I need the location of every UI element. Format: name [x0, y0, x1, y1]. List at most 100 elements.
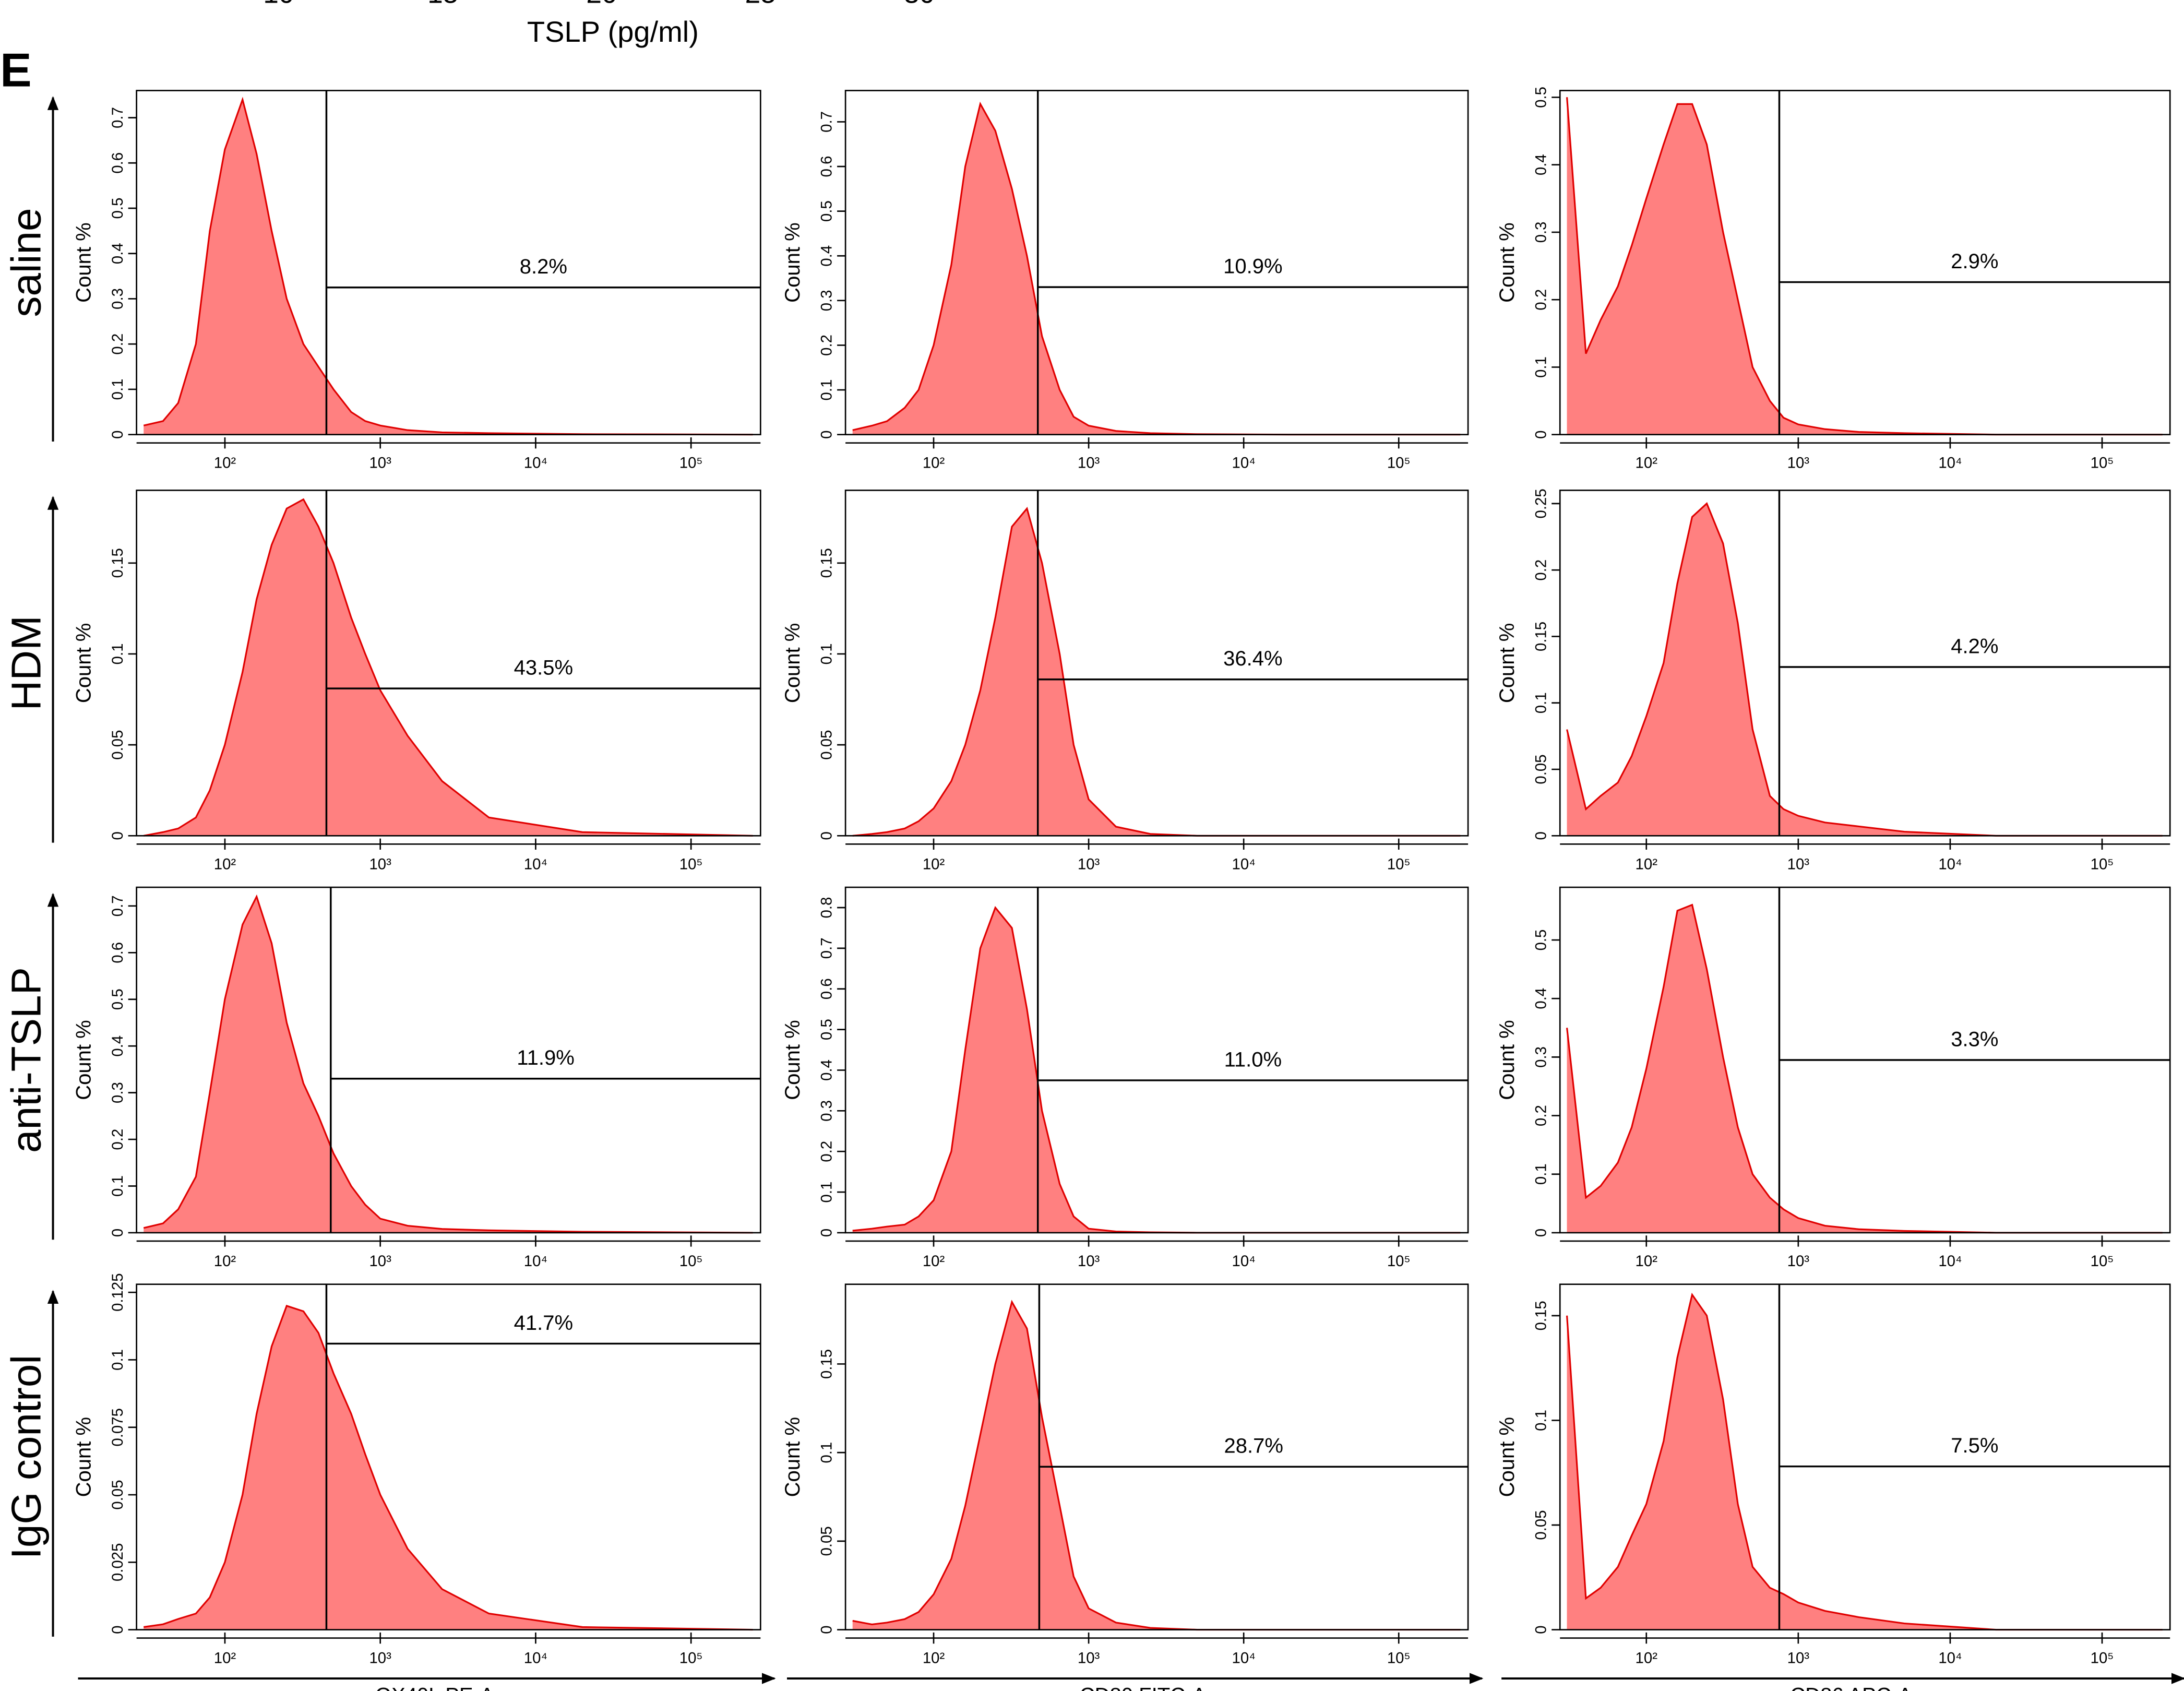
x-tick-label: 10⁴ — [1232, 455, 1256, 472]
y-tick-label: 0 — [109, 1229, 126, 1237]
gate-percent: 36.4% — [1223, 647, 1282, 670]
y-tick-label: 0 — [818, 831, 835, 840]
y-axis-label: Count % — [781, 222, 804, 302]
x-tick-label: 10² — [214, 1253, 236, 1270]
x-tick-label: 10² — [1636, 455, 1658, 472]
top-tick-label: 20 — [586, 0, 617, 9]
y-tick-label: 0.3 — [818, 290, 835, 311]
y-tick-label: 0.1 — [109, 1349, 126, 1371]
top-tick-label: 15 — [427, 0, 458, 9]
y-tick-label: 0.1 — [109, 379, 126, 400]
gate-percent: 4.2% — [1951, 635, 1998, 658]
y-tick-label: 0.6 — [109, 942, 126, 963]
y-tick-label: 0.3 — [818, 1100, 835, 1122]
y-tick-label: 0.025 — [109, 1543, 126, 1581]
plot-frame — [136, 886, 761, 1234]
y-tick-label: 0.4 — [109, 243, 126, 264]
x-tick-label: 10⁴ — [1938, 1253, 1962, 1270]
y-tick-label: 0.5 — [109, 989, 126, 1010]
y-tick-label: 0.7 — [109, 895, 126, 916]
x-tick-label: 10² — [923, 1650, 945, 1667]
y-tick-label: 0.5 — [1533, 930, 1550, 951]
y-axis-label: Count % — [1496, 1417, 1519, 1497]
histogram-fill — [1567, 1294, 2163, 1630]
y-tick-label: 0.6 — [109, 152, 126, 174]
x-tick-label: 10⁵ — [679, 1253, 703, 1270]
column-axis-label: CD86 APC-A — [1790, 1684, 1912, 1691]
y-tick-label: 0.05 — [818, 730, 835, 760]
y-tick-label: 0 — [818, 431, 835, 439]
gate-percent: 3.3% — [1951, 1028, 1998, 1051]
y-tick-label: 0.05 — [1533, 754, 1550, 784]
x-tick-label: 10⁴ — [524, 1253, 547, 1270]
x-tick-label: 10⁴ — [1938, 855, 1962, 873]
y-tick-label: 0.1 — [818, 379, 835, 401]
row-label: anti-TSLP — [3, 967, 50, 1153]
plot-frame — [136, 1283, 761, 1630]
y-tick-label: 0.125 — [109, 1273, 126, 1311]
x-tick-label: 10³ — [1078, 855, 1100, 873]
plot-frame — [1559, 90, 2171, 436]
y-tick-label: 0.15 — [818, 1349, 835, 1379]
y-tick-label: 0 — [109, 831, 126, 840]
plot-frame — [1559, 490, 2171, 837]
plot-frame — [844, 90, 1469, 436]
x-tick-label: 10² — [1636, 1253, 1658, 1270]
y-axis-label: Count % — [73, 222, 96, 302]
y-tick-label: 0 — [1533, 1625, 1550, 1634]
histogram-line — [852, 1300, 1461, 1631]
histogram-fill — [1567, 904, 2163, 1233]
y-tick-label: 0.15 — [818, 548, 835, 578]
y-tick-label: 0 — [109, 431, 126, 439]
y-axis-label: Count % — [1496, 623, 1519, 703]
x-tick-label: 10² — [214, 455, 236, 472]
histogram-line — [1566, 903, 2163, 1234]
x-tick-label: 10⁵ — [1387, 1253, 1411, 1270]
x-tick-label: 10³ — [1787, 855, 1810, 873]
y-tick-label: 0.3 — [1533, 222, 1550, 243]
histogram-line — [143, 498, 753, 837]
x-tick-label: 10² — [214, 1650, 236, 1667]
row-label: HDM — [3, 615, 50, 710]
plot-frame — [844, 886, 1469, 1234]
gate-percent: 11.0% — [1224, 1048, 1282, 1071]
x-tick-label: 10⁵ — [679, 855, 703, 873]
x-tick-label: 10³ — [1787, 1253, 1810, 1270]
x-tick-label: 10³ — [1078, 1253, 1100, 1270]
top-tick-label: 30 — [904, 0, 935, 9]
y-tick-label: 0.5 — [109, 198, 126, 219]
x-tick-label: 10⁵ — [2091, 1253, 2114, 1270]
x-tick-label: 10³ — [1078, 1650, 1100, 1667]
x-tick-label: 10³ — [1787, 1650, 1810, 1667]
x-tick-label: 10⁴ — [1232, 855, 1256, 873]
y-tick-label: 0.1 — [818, 644, 835, 665]
y-tick-label: 0.8 — [818, 897, 835, 919]
x-tick-label: 10³ — [369, 1650, 391, 1667]
y-tick-label: 0.6 — [818, 978, 835, 999]
x-tick-label: 10² — [1636, 855, 1658, 873]
histogram-fill — [852, 508, 1461, 836]
y-tick-label: 0.1 — [1533, 1163, 1550, 1185]
x-tick-label: 10² — [923, 455, 945, 472]
x-tick-label: 10⁴ — [1938, 455, 1962, 472]
x-tick-label: 10⁵ — [1387, 1650, 1411, 1667]
x-tick-label: 10³ — [369, 855, 391, 873]
x-tick-label: 10² — [1636, 1650, 1658, 1667]
histogram-fill — [852, 1302, 1461, 1630]
gate-percent: 28.7% — [1224, 1435, 1283, 1458]
plot-frame — [136, 90, 761, 436]
y-tick-label: 0.2 — [1533, 559, 1550, 581]
plot-frame — [844, 1283, 1469, 1630]
y-axis-label: Count % — [1496, 1020, 1519, 1100]
y-tick-label: 0.1 — [109, 644, 126, 665]
y-tick-label: 0.4 — [818, 245, 835, 267]
y-tick-label: 0.5 — [1533, 87, 1550, 108]
y-axis-label: Count % — [781, 1020, 804, 1100]
gate-percent: 41.7% — [514, 1312, 573, 1335]
plot-frame — [136, 490, 761, 837]
x-tick-label: 10² — [214, 855, 236, 873]
histogram-fill — [144, 499, 753, 836]
y-tick-label: 0.3 — [109, 288, 126, 309]
